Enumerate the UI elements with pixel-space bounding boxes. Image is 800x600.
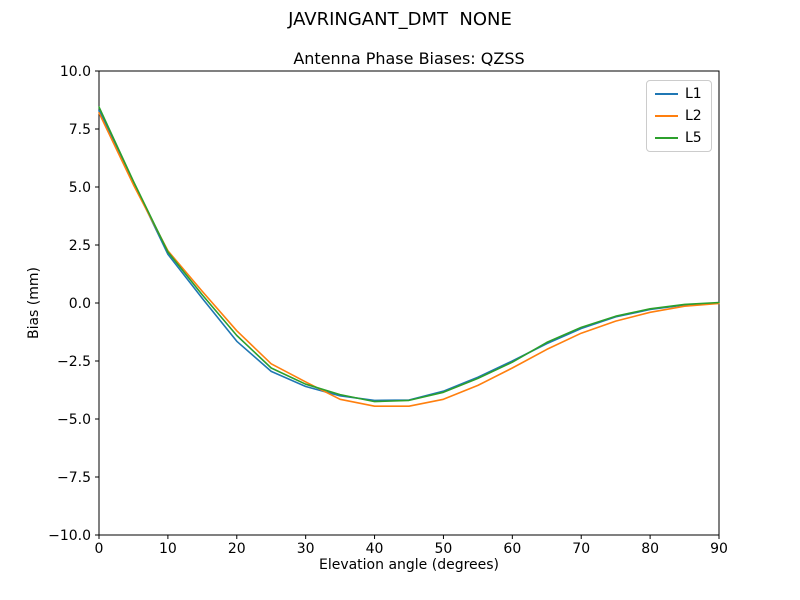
x-tick-label: 80 xyxy=(641,541,659,557)
legend: L1 L2 L5 xyxy=(646,80,712,152)
legend-label-l2: L2 xyxy=(685,108,702,124)
legend-item-l2: L2 xyxy=(655,109,703,123)
series-line-l2 xyxy=(98,112,720,408)
series-line-l1 xyxy=(98,109,720,402)
legend-label-l5: L5 xyxy=(685,130,702,146)
legend-line-sample-l1 xyxy=(655,93,678,95)
y-tick-label: 5.0 xyxy=(69,180,91,196)
x-tick-label: 40 xyxy=(366,541,384,557)
x-tick-label: 20 xyxy=(228,541,246,557)
y-tick-label: 10.0 xyxy=(60,64,91,80)
axes-title: Antenna Phase Biases: QZSS xyxy=(293,49,525,68)
legend-line-sample-l2 xyxy=(655,115,678,117)
y-tick-label: 0.0 xyxy=(69,296,91,312)
axes-frame xyxy=(98,70,720,536)
x-tick-label: 0 xyxy=(95,541,104,557)
legend-line-sample-l5 xyxy=(655,137,678,139)
x-tick-label: 10 xyxy=(159,541,177,557)
series-line-l5 xyxy=(98,106,720,403)
y-tick-label: 7.5 xyxy=(69,122,91,138)
y-tick-label: −2.5 xyxy=(57,354,91,370)
x-axis-label: Elevation angle (degrees) xyxy=(318,557,500,573)
x-tick-label: 90 xyxy=(710,541,728,557)
legend-item-l1: L1 xyxy=(655,87,703,101)
x-tick-label: 60 xyxy=(503,541,521,557)
x-tick-label: 70 xyxy=(572,541,590,557)
y-axis-label: Bias (mm) xyxy=(26,266,42,340)
y-tick-label: −5.0 xyxy=(57,412,91,428)
x-tick-label: 50 xyxy=(435,541,453,557)
figure-suptitle: JAVRINGANT_DMT NONE xyxy=(288,9,512,30)
x-tick-label: 30 xyxy=(297,541,315,557)
y-tick-label: 2.5 xyxy=(69,238,91,254)
y-tick-label: −7.5 xyxy=(57,470,91,486)
y-tick-label: −10.0 xyxy=(48,528,91,544)
legend-item-l5: L5 xyxy=(655,131,703,145)
legend-label-l1: L1 xyxy=(685,86,702,102)
